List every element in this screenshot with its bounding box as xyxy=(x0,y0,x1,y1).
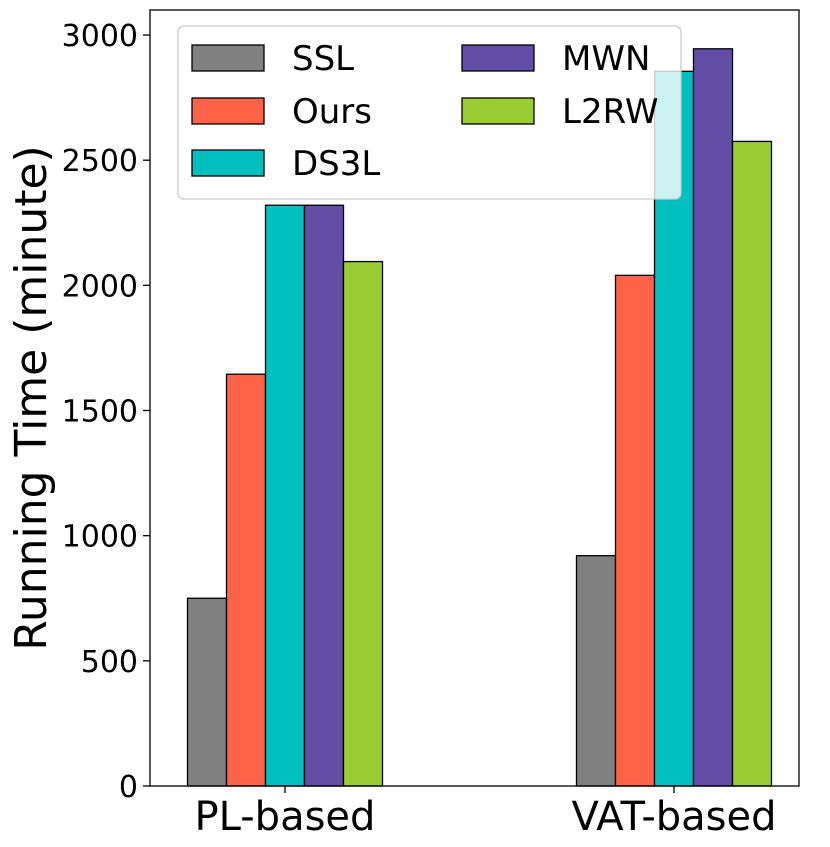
y-tick-label: 2000 xyxy=(62,269,138,304)
y-axis-label: Running Time (minute) xyxy=(6,145,57,650)
bar-mwn-pl-based xyxy=(303,204,345,787)
bar-ours-vat-based xyxy=(614,274,656,787)
y-tick-label: 1500 xyxy=(62,395,138,430)
legend-swatch-ds3l xyxy=(191,149,265,177)
legend-swatch-l2rw xyxy=(461,97,535,125)
x-axis-ticks: PL-based VAT-based xyxy=(195,786,777,840)
y-tick-label: 2500 xyxy=(62,144,138,179)
y-tick-label: 0 xyxy=(119,770,138,805)
bar-ds3l-pl-based xyxy=(264,204,306,787)
y-axis-ticks: 0 500 1000 1500 2000 2500 3000 xyxy=(62,19,150,805)
y-tick-label: 3000 xyxy=(62,19,138,54)
legend-label-ds3l: DS3L xyxy=(292,144,380,184)
bar-ssl-vat-based xyxy=(575,555,617,787)
legend-swatch-ours xyxy=(191,97,265,125)
legend-label-l2rw: L2RW xyxy=(562,92,658,132)
bar-ssl-pl-based xyxy=(186,597,228,787)
bar-l2rw-pl-based xyxy=(342,260,384,787)
x-tick-label: VAT-based xyxy=(572,794,777,840)
y-tick-label: 500 xyxy=(81,645,138,680)
bar-l2rw-vat-based xyxy=(731,140,773,787)
x-tick-label: PL-based xyxy=(195,794,376,840)
legend-swatch-mwn xyxy=(461,44,535,72)
legend-swatch-ssl xyxy=(191,44,265,72)
y-tick-label: 1000 xyxy=(62,520,138,555)
legend-label-ssl: SSL xyxy=(292,39,354,79)
bar-ours-pl-based xyxy=(225,373,267,787)
plot-area-frame xyxy=(149,9,800,787)
legend-label-ours: Ours xyxy=(292,92,372,132)
legend-box xyxy=(177,25,682,200)
legend-label-mwn: MWN xyxy=(562,39,650,79)
bar-mwn-vat-based xyxy=(692,48,734,787)
legend: SSL Ours DS3L MWN L2RW xyxy=(177,25,682,200)
